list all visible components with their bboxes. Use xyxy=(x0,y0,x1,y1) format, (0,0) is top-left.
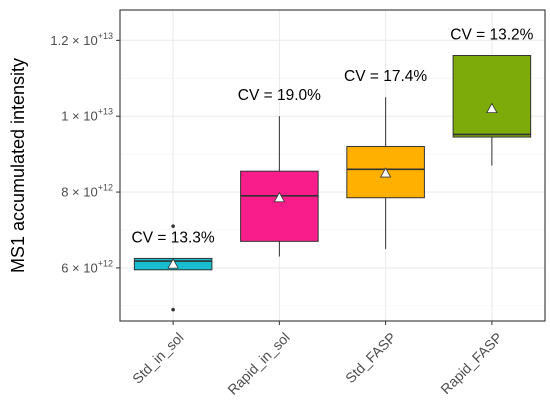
outlier-point xyxy=(171,224,175,228)
cv-annotation: CV = 13.3% xyxy=(132,229,215,246)
mean-marker xyxy=(273,191,286,203)
panel-border xyxy=(119,9,546,322)
box-Std_FASP xyxy=(346,97,425,249)
boxes xyxy=(133,55,532,312)
x-tick-label: Std_in_sol xyxy=(129,329,187,387)
y-tick-label: 6 × 10+12 xyxy=(61,258,113,275)
box-Rapid_in_sol xyxy=(240,116,319,257)
x-tick-label: Rapid_in_sol xyxy=(224,329,293,398)
box-rect xyxy=(452,55,532,138)
box-rect xyxy=(240,170,319,242)
cv-annotation: CV = 17.4% xyxy=(344,68,427,85)
y-axis-title: MS1 accumulated intensity xyxy=(8,58,28,273)
y-tick-label: 1 × 10+13 xyxy=(61,107,113,124)
cv-annotation: CV = 13.2% xyxy=(450,27,533,44)
x-tick-label: Rapid_FASP xyxy=(437,329,505,397)
cv-annotation: CV = 19.0% xyxy=(238,87,321,104)
y-tick-label: 8 × 10+12 xyxy=(61,183,113,200)
x-tick-label: Std_FASP xyxy=(342,329,399,386)
mean-marker xyxy=(486,102,498,114)
box-Rapid_FASP xyxy=(452,55,532,166)
box-Std_in_sol xyxy=(133,224,213,312)
mean-marker xyxy=(379,167,392,178)
mean-marker xyxy=(167,258,179,269)
y-tick-label: 1.2 × 10+13 xyxy=(50,31,113,48)
annotations: CV = 13.3% CV = 19.0% CV = 17.4% CV = 13.2% xyxy=(132,27,534,247)
outlier-point xyxy=(171,307,175,312)
